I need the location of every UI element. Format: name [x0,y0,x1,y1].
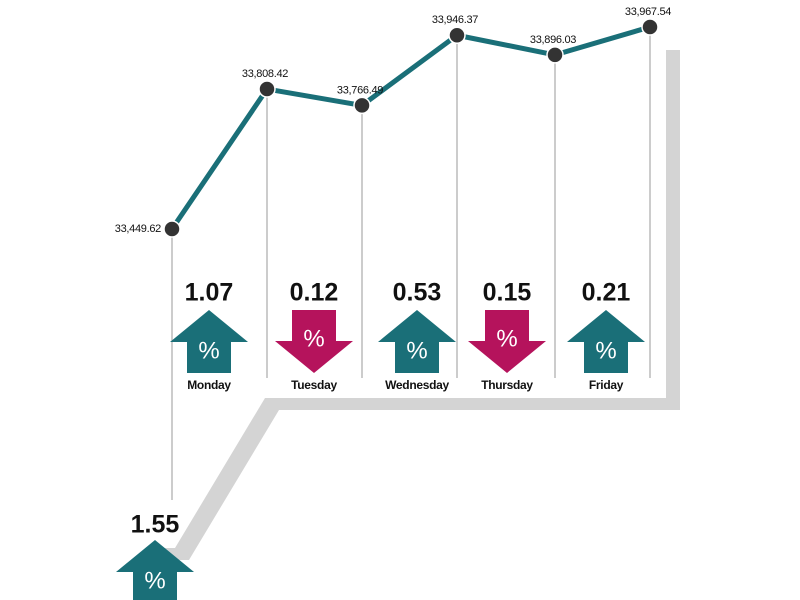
point-label: 33,946.37 [432,14,478,26]
percent-symbol: % [198,337,219,364]
percent-symbol: % [144,567,165,594]
chart-layer: 33,449.62 33,808.42 33,766.49 33,946.37 33,8… [115,6,672,600]
panel [150,40,666,548]
daily-change: 0.15 [483,279,532,307]
point [353,96,371,115]
day-label: Tuesday [291,378,337,392]
point [641,18,659,36]
weekly-arrow [116,540,194,600]
point-label: 33,449.62 [115,223,161,235]
point-label: 33,967.54 [625,6,671,18]
day-label: Monday [187,378,231,392]
percent-symbol: % [496,325,517,352]
change-arrow [170,310,248,373]
point [163,220,181,238]
daily-change: 0.12 [290,279,339,307]
daily-change: 0.21 [582,279,631,307]
point [448,26,466,45]
daily-change: 0.53 [393,279,442,307]
point [258,80,276,98]
day-label: Thursday [481,378,533,392]
percent-symbol: % [595,337,616,364]
percent-symbol: % [406,337,427,364]
day-label: Friday [589,378,624,392]
percent-symbol: % [303,325,324,352]
point-label: 33,766.49 [337,84,383,96]
change-arrow [275,310,353,373]
index-line [169,24,651,231]
change-arrow [378,310,456,373]
point-label: 33,896.03 [530,34,576,46]
change-arrow [468,310,546,373]
weekly-change: 1.55 [131,511,180,539]
change-arrow [567,310,645,373]
point-label: 33,808.42 [242,68,288,80]
point [546,46,564,64]
daily-change: 1.07 [185,279,234,307]
day-label: Wednesday [385,378,449,392]
